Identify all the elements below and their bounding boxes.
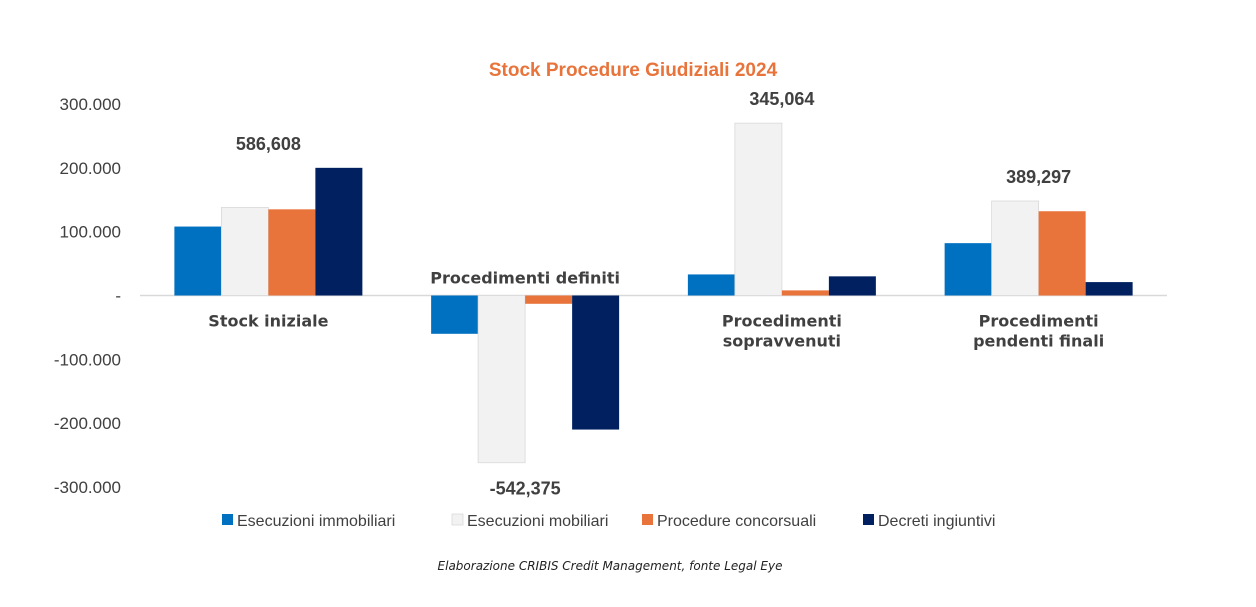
- bar: [220, 207, 269, 296]
- category-label: pendenti finali: [973, 332, 1104, 351]
- bar: [431, 295, 479, 334]
- legend-swatch: [863, 514, 874, 525]
- legend-label: Esecuzioni immobiliari: [237, 513, 395, 530]
- category-label: Procedimenti: [722, 312, 842, 331]
- category-label: Procedimenti: [979, 312, 1099, 331]
- legend-item: Esecuzioni immobiliari: [222, 513, 395, 530]
- legend-item: Decreti ingiuntivi: [863, 513, 995, 530]
- bar: [828, 276, 876, 296]
- category-labels: Stock iniziale Procedimenti definiti Proce…: [208, 269, 1104, 351]
- legend-item: Procedure concorsuali: [642, 513, 816, 530]
- total-label: 389,297: [1006, 167, 1071, 187]
- legend-label: Procedure concorsuali: [657, 513, 816, 530]
- bar: [174, 226, 222, 296]
- category-label: sopravvenuti: [723, 332, 841, 351]
- legend-label: Esecuzioni mobiliari: [467, 513, 608, 530]
- total-label: -542,375: [490, 479, 561, 499]
- bar: [525, 295, 573, 304]
- legend-swatch: [222, 514, 233, 525]
- category-label: Procedimenti definiti: [430, 269, 620, 288]
- bar: [315, 167, 363, 296]
- total-labels: 586,608 -542,375 345,064 389,297: [236, 89, 1071, 499]
- y-axis: 300.000 200.000 100.000 - -100.000 -200.000 -3…: [54, 95, 121, 497]
- bar: [1038, 211, 1086, 296]
- legend-item: Esecuzioni mobiliari: [451, 513, 608, 530]
- bars: [174, 122, 1133, 464]
- bar: [477, 295, 526, 464]
- y-tick-label: 100.000: [60, 223, 121, 242]
- total-label: 586,608: [236, 134, 301, 154]
- bar: [781, 290, 829, 296]
- bar: [268, 209, 316, 296]
- y-tick-label: -100.000: [54, 350, 121, 369]
- legend-label: Decreti ingiuntivi: [878, 513, 995, 530]
- y-tick-label: 200.000: [60, 159, 121, 178]
- bar: [944, 243, 992, 296]
- y-tick-label: -200.000: [54, 414, 121, 433]
- category-label: Stock iniziale: [208, 312, 328, 331]
- bar: [991, 200, 1040, 296]
- legend-swatch: [642, 514, 653, 525]
- bar: [1085, 282, 1133, 296]
- bar: [687, 274, 735, 296]
- legend: Esecuzioni immobiliari Esecuzioni mobilia…: [222, 513, 995, 530]
- bar: [734, 122, 783, 296]
- total-label: 345,064: [749, 89, 814, 109]
- bar: [572, 295, 620, 430]
- source-note: Elaborazione CRIBIS Credit Management, f…: [438, 559, 783, 573]
- y-tick-label: -: [115, 287, 121, 306]
- y-tick-label: 300.000: [60, 95, 121, 114]
- legend-swatch: [451, 513, 464, 526]
- chart-title: Stock Procedure Giudiziali 2024: [489, 60, 778, 81]
- y-tick-label: -300.000: [54, 478, 121, 497]
